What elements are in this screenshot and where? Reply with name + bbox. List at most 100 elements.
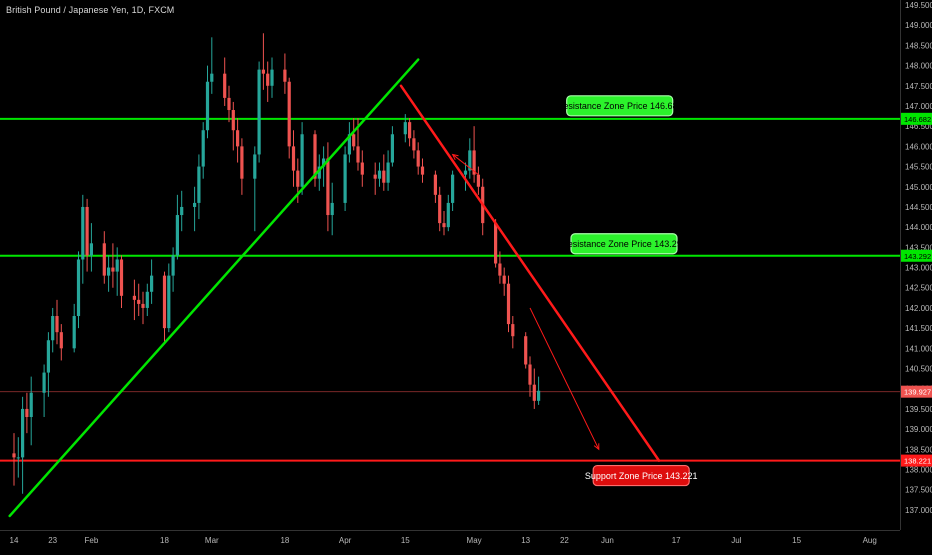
trendline-downtrend[interactable] <box>401 86 659 461</box>
candle <box>116 247 119 295</box>
price-tick-label: 138.000 <box>905 466 932 475</box>
price-tick-label: 144.000 <box>905 223 932 232</box>
candle <box>206 66 209 139</box>
candle-body <box>451 175 454 203</box>
candle-body <box>90 243 93 255</box>
candle <box>258 62 261 163</box>
candle <box>434 171 437 203</box>
candle <box>141 292 144 324</box>
candle-body <box>60 332 63 348</box>
candle <box>313 130 316 187</box>
zone-label-resistance[interactable]: Resistance Zone Price 143.292 <box>561 234 687 254</box>
time-tick-label: Feb <box>85 536 99 545</box>
candle <box>374 163 377 195</box>
price-tick-label: 142.000 <box>905 304 932 313</box>
price-tick-label: 148.000 <box>905 62 932 71</box>
candle-body <box>167 276 170 329</box>
candle-body <box>240 146 243 178</box>
candle-body <box>77 259 80 316</box>
candle-body <box>438 195 441 223</box>
candle-body <box>202 130 205 166</box>
zone-label-support[interactable]: Support Zone Price 143.221 <box>585 466 698 486</box>
candle <box>442 211 445 235</box>
candle <box>473 126 476 183</box>
candle-body <box>528 364 531 384</box>
candle-body <box>206 82 209 130</box>
candle-body <box>172 255 175 275</box>
candle <box>361 150 364 186</box>
candle <box>202 122 205 179</box>
time-tick-label: 18 <box>160 536 169 545</box>
candle-body <box>283 70 286 82</box>
candle <box>90 223 93 271</box>
candle <box>137 284 140 316</box>
candle <box>266 62 269 102</box>
candle-body <box>163 276 166 329</box>
candle-body <box>404 122 407 134</box>
candle-body <box>387 163 390 183</box>
candle-body <box>417 150 420 166</box>
candle <box>503 268 506 296</box>
time-tick-label: 22 <box>560 536 569 545</box>
candle <box>60 324 63 360</box>
time-tick-label: 15 <box>401 536 410 545</box>
price-tick-label: 139.500 <box>905 405 932 414</box>
candle <box>288 78 291 159</box>
candle-body <box>73 316 76 348</box>
time-tick-label: 14 <box>10 536 19 545</box>
candle-body <box>382 171 385 183</box>
candle <box>537 377 540 405</box>
candle <box>163 272 166 345</box>
candle <box>193 187 196 231</box>
projection-arrow[interactable] <box>530 308 599 449</box>
candle <box>43 364 46 417</box>
candle <box>270 58 273 98</box>
candle <box>451 171 454 211</box>
candle <box>227 86 230 122</box>
candle <box>77 251 80 328</box>
trendline-uptrend[interactable] <box>10 60 419 516</box>
candle-body <box>51 316 54 340</box>
candle-body <box>176 215 179 255</box>
candle-body <box>141 304 144 308</box>
candle <box>348 122 351 162</box>
arrow-shaft <box>530 308 599 449</box>
candle-body <box>107 268 110 276</box>
candle-body <box>296 171 299 187</box>
price-tick-label: 141.000 <box>905 344 932 353</box>
zone-label-resistance[interactable]: Resistance Zone Price 146.682 <box>557 96 683 116</box>
candle <box>172 247 175 291</box>
candle <box>25 393 28 433</box>
price-tick-label: 142.500 <box>905 284 932 293</box>
candle-body <box>137 300 140 304</box>
time-tick-label: Aug <box>863 536 877 545</box>
candle <box>30 377 33 446</box>
candle-body <box>356 146 359 162</box>
price-tick-label: 139.000 <box>905 425 932 434</box>
candle <box>378 163 381 187</box>
candle-body <box>507 284 510 324</box>
candle <box>111 243 114 287</box>
price-tag-text: 139.927 <box>904 388 931 397</box>
candle <box>51 308 54 352</box>
candle-body <box>43 373 46 393</box>
candle-body <box>116 259 119 271</box>
candle-body <box>511 324 514 336</box>
candle <box>47 332 50 397</box>
candle-body <box>421 167 424 175</box>
price-tick-label: 138.500 <box>905 445 932 454</box>
candle <box>73 304 76 352</box>
candle-body <box>344 154 347 202</box>
price-tick-label: 148.500 <box>905 41 932 50</box>
time-tick-label: May <box>467 536 482 545</box>
price-tag-resistance: 146.682 <box>901 113 932 125</box>
candle <box>382 154 385 190</box>
candle <box>468 138 471 178</box>
price-tick-label: 144.500 <box>905 203 932 212</box>
candle-body <box>236 130 239 146</box>
candle <box>17 437 20 477</box>
candle-body <box>25 409 28 417</box>
candle-body <box>197 167 200 203</box>
